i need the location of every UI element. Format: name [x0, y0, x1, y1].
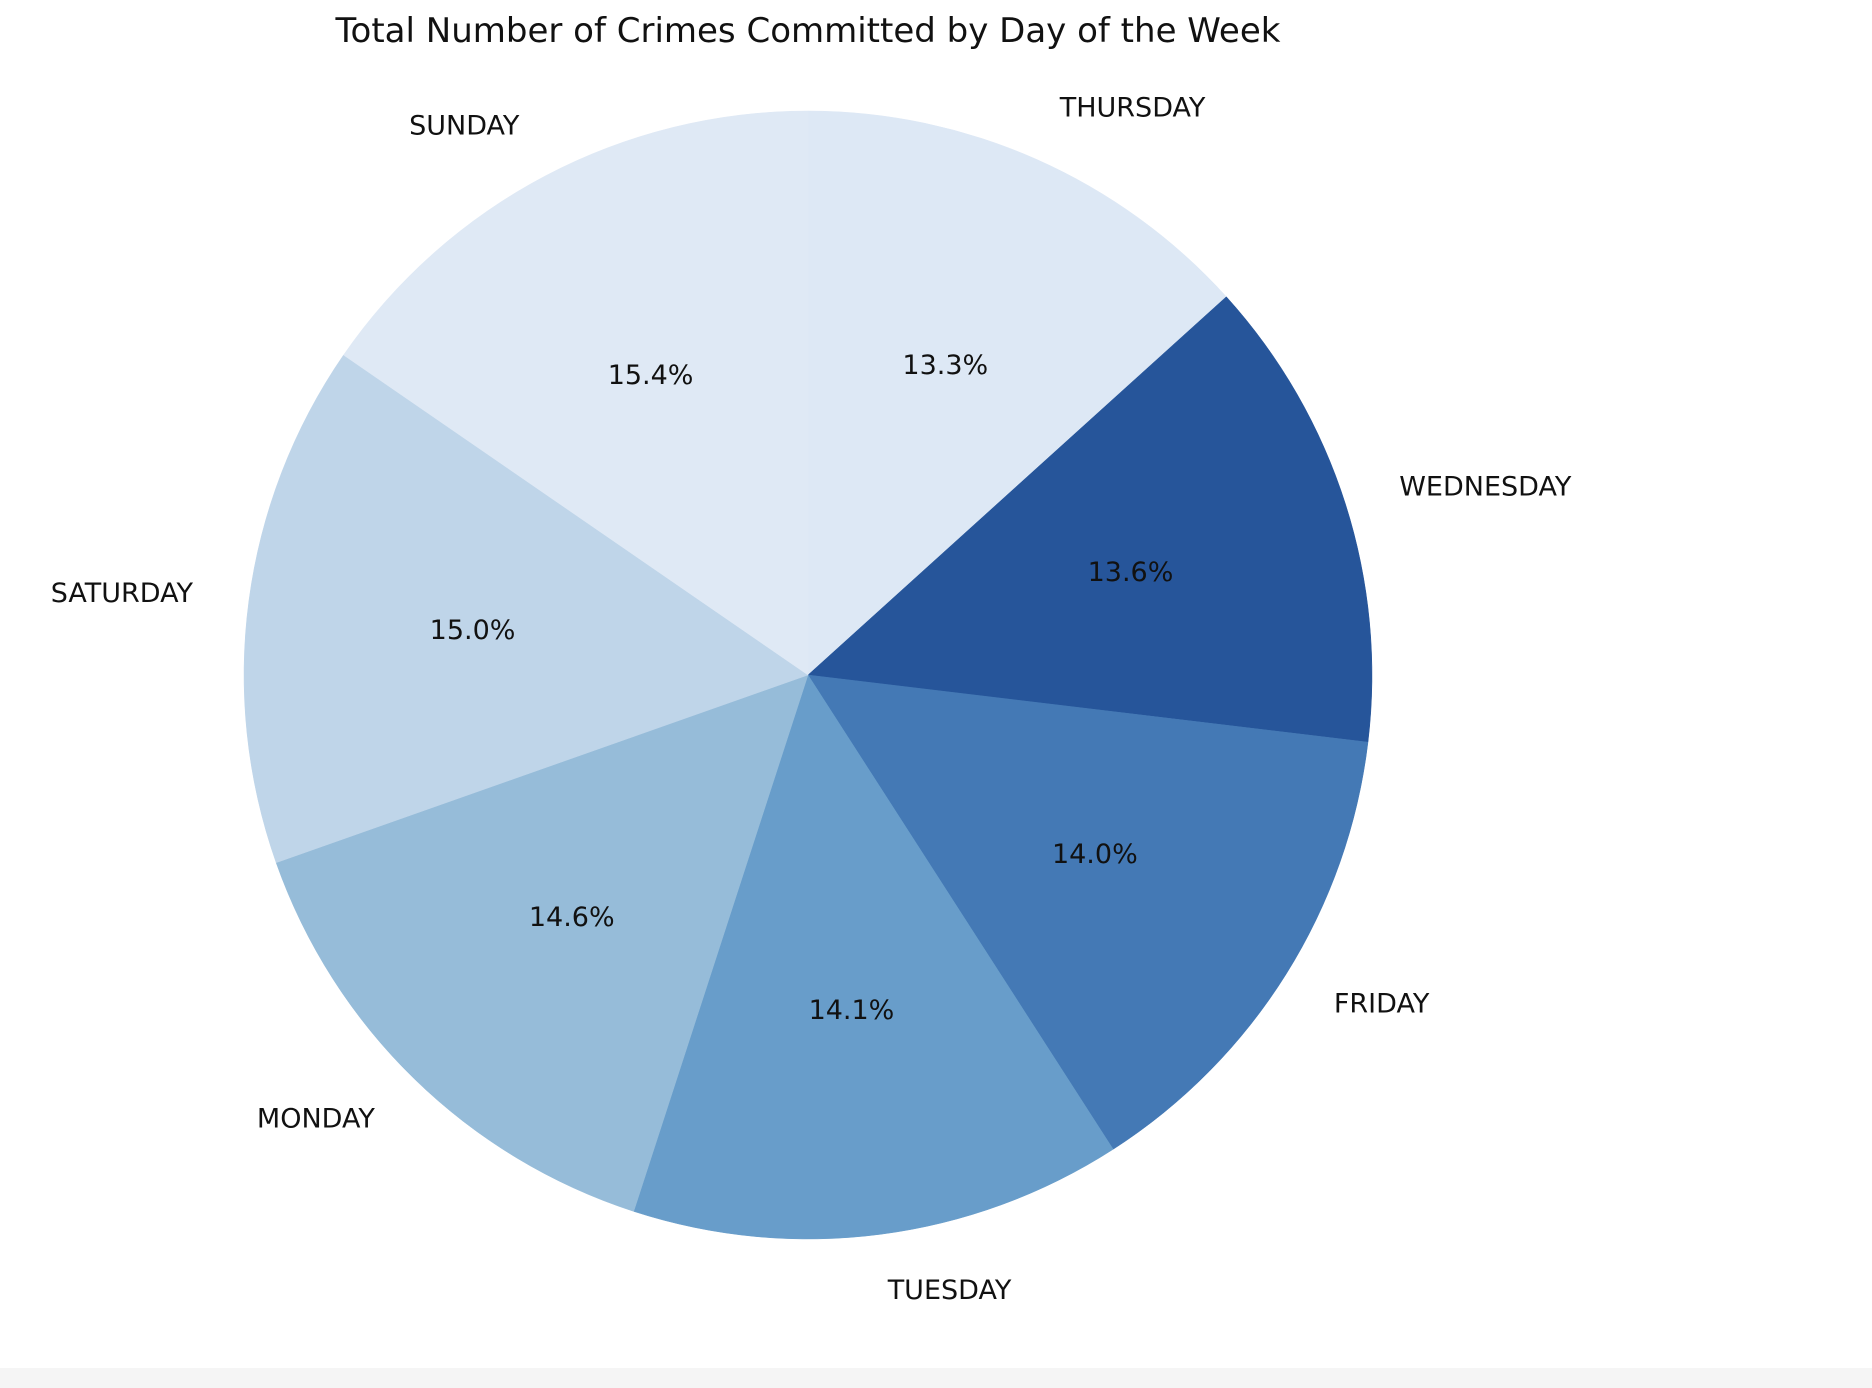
slice-label-sunday: SUNDAY — [409, 110, 520, 141]
pie-slice-friday — [807, 674, 1369, 1150]
slice-label-monday: MONDAY — [257, 1104, 375, 1135]
pct-label-tuesday: 14.1% — [809, 995, 895, 1026]
bottom-strip — [0, 1368, 1872, 1388]
pie-slice-tuesday — [633, 674, 1114, 1240]
pie-slice-wednesday — [807, 296, 1373, 743]
labels-group: 13.3% THURSDAY 13.6% WEDNESDAY 14.0% FRIDAY 14… — [51, 92, 1572, 1305]
pct-label-saturday: 15.0% — [430, 615, 516, 646]
pct-label-monday: 14.6% — [529, 902, 615, 933]
slice-label-thursday: THURSDAY — [1059, 92, 1206, 123]
slice-label-tuesday: TUESDAY — [887, 1275, 1012, 1306]
slice-label-friday: FRIDAY — [1334, 989, 1430, 1020]
pie-slice-monday — [275, 674, 809, 1212]
pct-label-wednesday: 13.6% — [1088, 557, 1174, 588]
slice-label-wednesday: WEDNESDAY — [1399, 471, 1572, 502]
pie-slice-sunday — [343, 110, 809, 676]
slices-group — [243, 110, 1373, 1240]
pie-slice-thursday — [807, 110, 1227, 676]
chart-title: Total Number of Crimes Committed by Day … — [335, 11, 1281, 51]
slice-label-saturday: SATURDAY — [51, 578, 194, 609]
pie-slice-saturday — [243, 354, 809, 864]
pct-label-sunday: 15.4% — [608, 360, 694, 391]
pct-label-thursday: 13.3% — [902, 350, 988, 381]
pct-label-friday: 14.0% — [1052, 839, 1138, 870]
